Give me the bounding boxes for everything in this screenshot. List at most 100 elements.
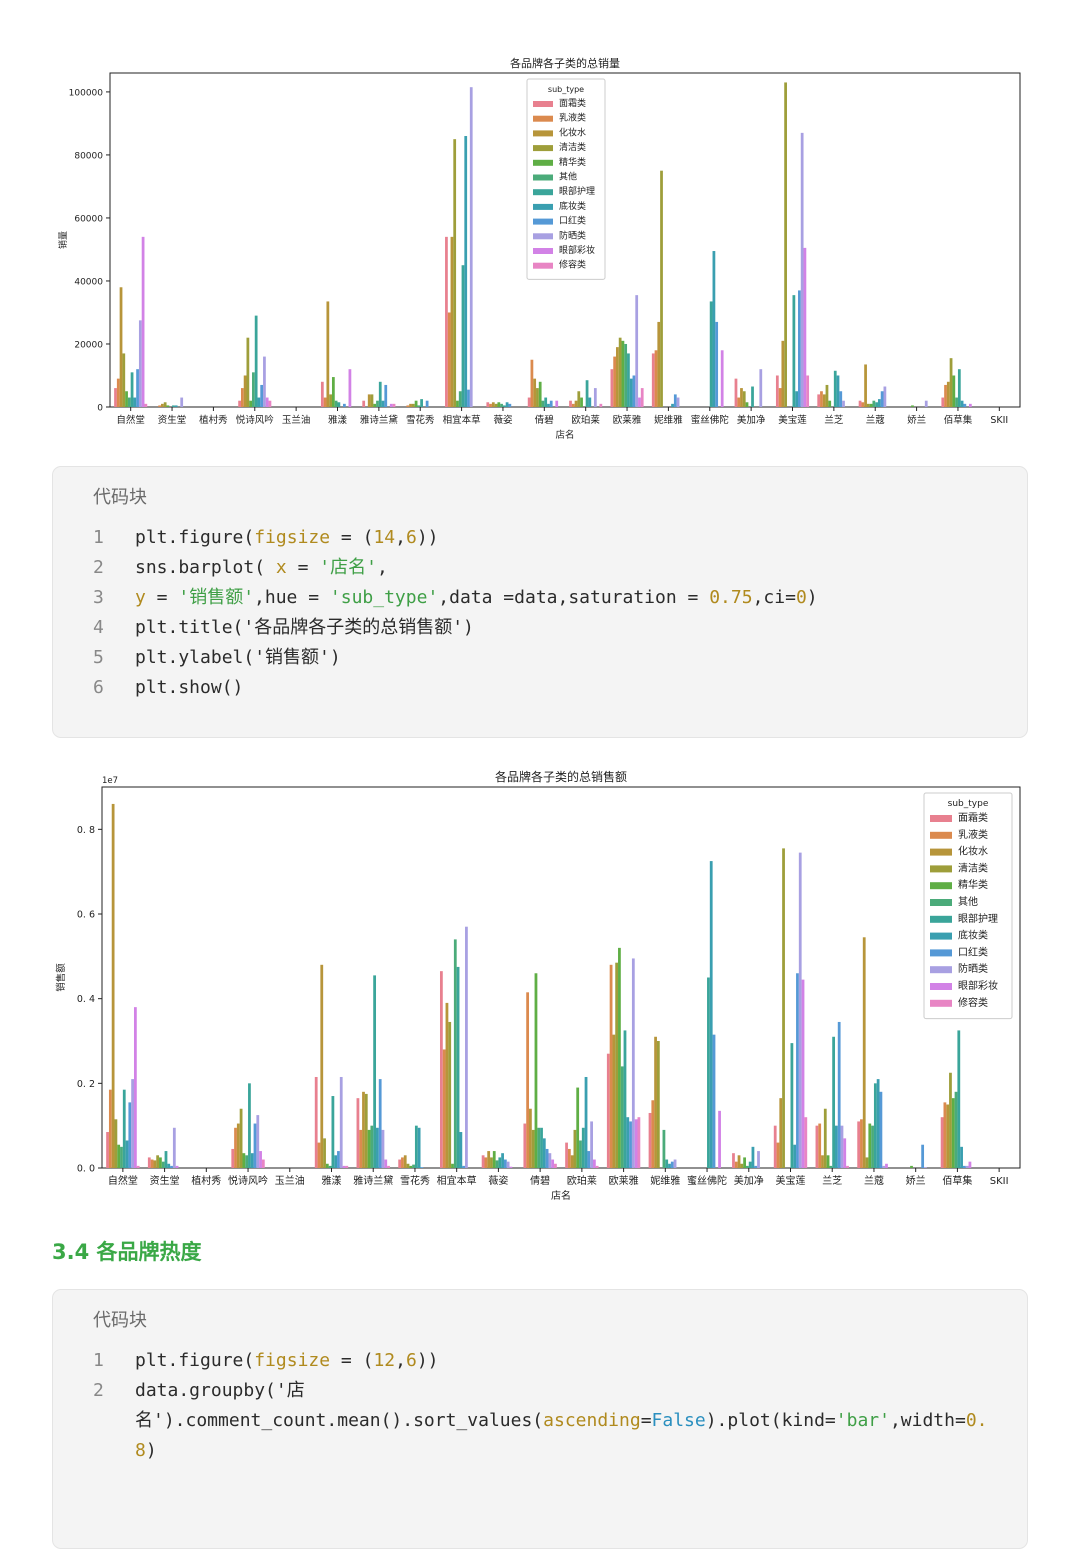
bar (175, 1165, 179, 1168)
bar (670, 1161, 674, 1168)
x-tick-label: 雪花秀 (400, 1174, 430, 1187)
x-tick-label: 玉兰油 (282, 414, 311, 426)
bar (712, 1034, 716, 1168)
bar (585, 380, 589, 407)
bar (624, 343, 628, 407)
bar (469, 87, 473, 407)
bar (392, 403, 396, 407)
code-text: y = '销售额',hue = 'sub_type',data =data,sa… (135, 583, 818, 613)
bar (367, 394, 371, 407)
bar (569, 400, 572, 407)
bar (880, 391, 884, 407)
bar (450, 236, 454, 407)
code-text: 8) (135, 1436, 157, 1466)
bar (420, 1167, 424, 1168)
line-number: 1 (93, 1350, 104, 1371)
bar (364, 1093, 368, 1168)
bar (737, 397, 741, 407)
x-tick-label: 欧莱雅 (613, 414, 642, 426)
x-tick-label: 妮维雅 (650, 1174, 680, 1187)
x-tick-label: 相宜本草 (437, 1174, 477, 1187)
legend-swatch (533, 130, 553, 137)
bar (952, 375, 956, 407)
bar (871, 1125, 874, 1168)
bar (955, 397, 958, 407)
legend-label: 修容类 (559, 259, 586, 271)
bar (150, 1159, 154, 1168)
bar (172, 405, 175, 407)
bar (656, 1041, 660, 1168)
bar (252, 372, 255, 407)
bar (348, 369, 352, 407)
bar (381, 400, 385, 407)
bar (806, 375, 810, 407)
line-number: 3 (93, 587, 104, 608)
legend-swatch (930, 815, 952, 822)
bar (626, 1117, 630, 1168)
bar (523, 1123, 527, 1168)
bar (334, 1155, 338, 1168)
bar (343, 403, 346, 407)
bar (494, 403, 498, 407)
bar (544, 397, 548, 407)
x-axis-label: 店名 (555, 429, 574, 441)
legend-label: 精华类 (958, 878, 988, 891)
bar (250, 1153, 254, 1168)
bar (328, 1165, 332, 1168)
x-tick-label: SKII (990, 1176, 1009, 1187)
bar (481, 1155, 485, 1168)
bar (133, 397, 137, 407)
bar (676, 397, 680, 407)
bar (456, 966, 460, 1168)
bar (486, 402, 490, 407)
bar (243, 375, 247, 407)
x-tick-label: 资生堂 (158, 414, 187, 426)
bar (836, 375, 840, 407)
bar (505, 402, 509, 407)
bar (910, 1165, 913, 1168)
bar (337, 402, 341, 407)
bar (114, 1119, 118, 1168)
plot-area (101, 786, 1021, 1169)
section-title: 3.4 各品牌热度 (52, 1240, 202, 1264)
bar (501, 1153, 504, 1168)
bar (883, 386, 887, 407)
legend-swatch (533, 145, 553, 152)
bar (398, 1159, 402, 1168)
code-token: , (395, 527, 406, 548)
bar (638, 397, 641, 407)
bar (707, 977, 710, 1168)
legend-label: 防晒类 (958, 962, 988, 975)
legend-label: 面霜类 (958, 811, 988, 824)
bar (409, 403, 412, 407)
bar (138, 320, 142, 407)
code-line: 3 y = '销售额',hue = 'sub_type',data =data,s… (53, 583, 1027, 613)
bar (464, 136, 468, 407)
bar (960, 400, 964, 407)
bar (665, 1159, 669, 1168)
bar (748, 1161, 752, 1168)
bar (236, 1123, 240, 1168)
bar (509, 1166, 513, 1168)
bar (356, 1098, 360, 1168)
bar (775, 375, 779, 407)
bar (370, 394, 374, 407)
legend-label: 防晒类 (559, 229, 586, 241)
bar (637, 1117, 641, 1168)
x-tick-label: 植村秀 (199, 414, 228, 426)
x-tick-label: 相宜本草 (443, 414, 481, 426)
y-tick-label: 0. 0 (77, 1164, 95, 1175)
bar (125, 391, 128, 407)
bar (376, 400, 379, 407)
code-line: 2 data.groupby('店 (53, 1376, 1027, 1406)
bar (965, 1165, 969, 1168)
bar (790, 1043, 794, 1168)
bar (498, 1157, 502, 1168)
bar (128, 1102, 132, 1168)
bar (549, 400, 553, 407)
bar (167, 1163, 171, 1168)
bar (465, 926, 468, 1168)
bar (869, 403, 873, 407)
bar (406, 1163, 410, 1168)
bar (876, 1079, 880, 1168)
